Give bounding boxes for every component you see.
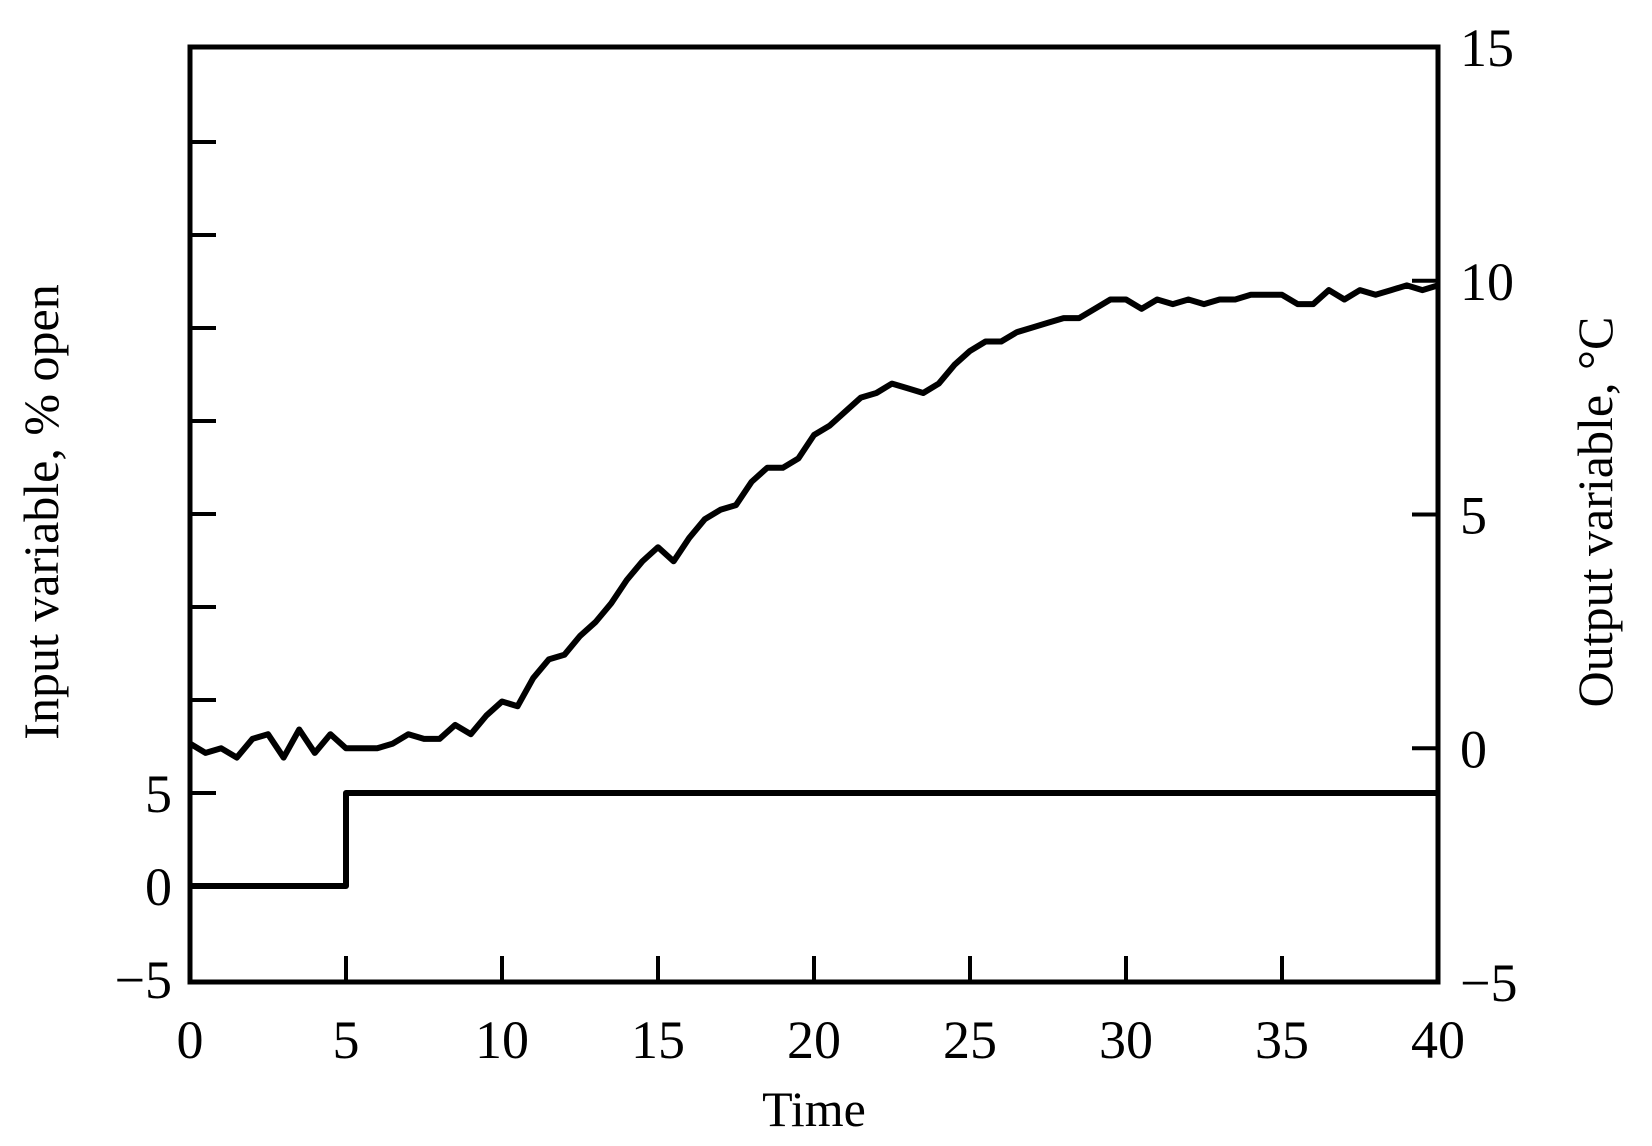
right-tick-label: 0 (1460, 719, 1487, 779)
x-axis-title: Time (762, 1081, 866, 1137)
x-tick-label: 20 (787, 1010, 841, 1070)
plot-frame (187, 44, 1441, 985)
x-tick-label: 5 (333, 1010, 360, 1070)
x-tick-label: 25 (943, 1010, 997, 1070)
right-tick-label: −5 (1460, 953, 1517, 1013)
left-tick-label: 5 (145, 764, 172, 824)
x-tick-label: 40 (1411, 1010, 1465, 1070)
right-tick-label: 10 (1460, 252, 1514, 312)
x-tick-label: 30 (1099, 1010, 1153, 1070)
x-tick-label: 35 (1255, 1010, 1309, 1070)
input-series-line (190, 790, 1438, 889)
x-tick-label: 0 (177, 1010, 204, 1070)
left-tick-label: −5 (115, 950, 172, 1010)
left-axis-title: Input variable, % open (13, 284, 69, 739)
output-series-line (188, 282, 1439, 761)
right-axis-title: Output variable, °C (1567, 317, 1623, 708)
axis-ticks (190, 140, 1438, 982)
x-tick-label: 10 (475, 1010, 529, 1070)
left-tick-label: 0 (145, 857, 172, 917)
series-group (188, 282, 1439, 889)
right-tick-label: 15 (1460, 18, 1514, 78)
right-tick-label: 5 (1460, 486, 1487, 546)
x-tick-label: 15 (631, 1010, 685, 1070)
